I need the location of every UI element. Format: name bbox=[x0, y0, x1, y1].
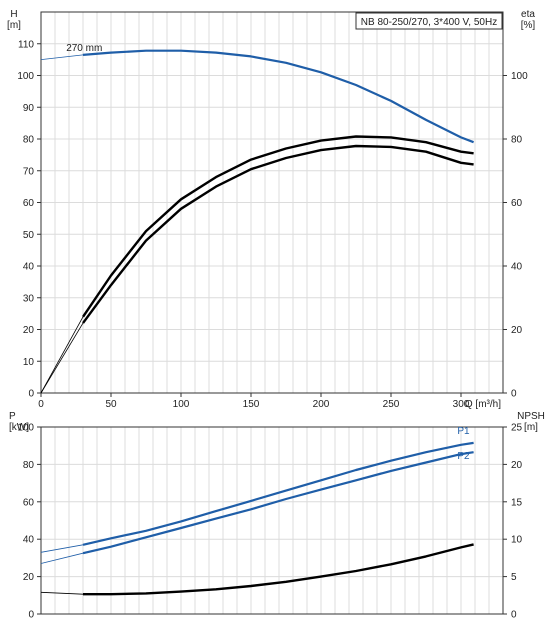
x-tick-label: 100 bbox=[173, 399, 190, 410]
series-line bbox=[82, 451, 474, 555]
x-tick-label: 50 bbox=[105, 399, 117, 410]
series-label: 270 mm bbox=[66, 43, 102, 54]
series-extension-line bbox=[40, 54, 84, 60]
chart-title: NB 80-250/270, 3*400 V, 50Hz bbox=[361, 17, 497, 28]
title-frame bbox=[355, 12, 503, 30]
left-tick-label: 10 bbox=[23, 357, 35, 368]
series-extension-line bbox=[40, 322, 84, 394]
x-tick-label: 0 bbox=[38, 399, 44, 410]
x-tick-label: 150 bbox=[243, 399, 260, 410]
left-axis-title: [kW] bbox=[9, 422, 29, 433]
chart-title-box: NB 80-250/270, 3*400 V, 50Hz bbox=[355, 12, 503, 30]
left-tick-label: 0 bbox=[28, 610, 34, 621]
left-axis-title: [m] bbox=[7, 20, 21, 31]
series-extension-line bbox=[40, 544, 84, 553]
series-label: P1 bbox=[457, 426, 470, 437]
series-line bbox=[82, 135, 474, 318]
right-tick-label: 10 bbox=[511, 535, 523, 546]
right-axis-title: NPSH bbox=[517, 411, 545, 422]
left-tick-label: 100 bbox=[17, 71, 34, 82]
left-axis-title: P bbox=[9, 411, 16, 422]
right-tick-label: 60 bbox=[511, 198, 523, 209]
left-tick-label: 20 bbox=[23, 572, 35, 583]
x-tick-label: 250 bbox=[383, 399, 400, 410]
right-tick-label: 0 bbox=[511, 389, 517, 400]
left-tick-label: 20 bbox=[23, 325, 35, 336]
series-line bbox=[82, 441, 474, 546]
right-tick-label: 80 bbox=[511, 135, 523, 146]
left-tick-label: 40 bbox=[23, 535, 35, 546]
series-line bbox=[83, 543, 474, 596]
left-tick-label: 100 bbox=[17, 423, 34, 434]
right-axis-title: [m] bbox=[524, 422, 538, 433]
left-tick-label: 80 bbox=[23, 135, 35, 146]
right-axis-title: eta bbox=[521, 9, 535, 20]
series-extension-line bbox=[40, 552, 84, 564]
right-tick-label: 100 bbox=[511, 71, 528, 82]
left-tick-label: 0 bbox=[28, 389, 34, 400]
series-line bbox=[82, 144, 474, 324]
right-tick-label: 0 bbox=[511, 610, 517, 621]
left-tick-label: 30 bbox=[23, 293, 35, 304]
left-tick-label: 80 bbox=[23, 460, 35, 471]
right-tick-label: 15 bbox=[511, 497, 523, 508]
left-tick-label: 60 bbox=[23, 497, 35, 508]
right-tick-label: 20 bbox=[511, 460, 523, 471]
left-tick-label: 60 bbox=[23, 198, 35, 209]
x-tick-label: 300 bbox=[453, 399, 470, 410]
right-tick-label: 20 bbox=[511, 325, 523, 336]
chart-panel-0: 0 10 20 30 40 50 60 70 80 90 100 110 0 20 40 60 80 100 H[m… bbox=[7, 9, 535, 410]
series-extension-line bbox=[40, 591, 84, 595]
series-extension-line bbox=[40, 316, 84, 394]
right-tick-label: 5 bbox=[511, 572, 517, 583]
right-axis-title: [%] bbox=[521, 20, 536, 31]
plot-frame bbox=[40, 426, 504, 615]
left-tick-label: 70 bbox=[23, 166, 35, 177]
series-line bbox=[82, 49, 474, 144]
right-tick-label: 40 bbox=[511, 262, 523, 273]
right-tick-label: 25 bbox=[511, 423, 523, 434]
left-tick-label: 90 bbox=[23, 103, 35, 114]
x-axis-label: Q [m³/h] bbox=[465, 399, 501, 410]
left-tick-label: 50 bbox=[23, 230, 35, 241]
left-tick-label: 110 bbox=[18, 39, 34, 50]
chart-panel-1: 0 20 40 60 80 100 0 5 10 15 20 25 P[kW] NPSH[m] P1 P2 bbox=[9, 411, 545, 621]
left-tick-label: 40 bbox=[23, 262, 35, 273]
x-tick-label: 200 bbox=[313, 399, 330, 410]
series-label: P2 bbox=[457, 451, 470, 462]
left-axis-title: H bbox=[10, 9, 17, 20]
